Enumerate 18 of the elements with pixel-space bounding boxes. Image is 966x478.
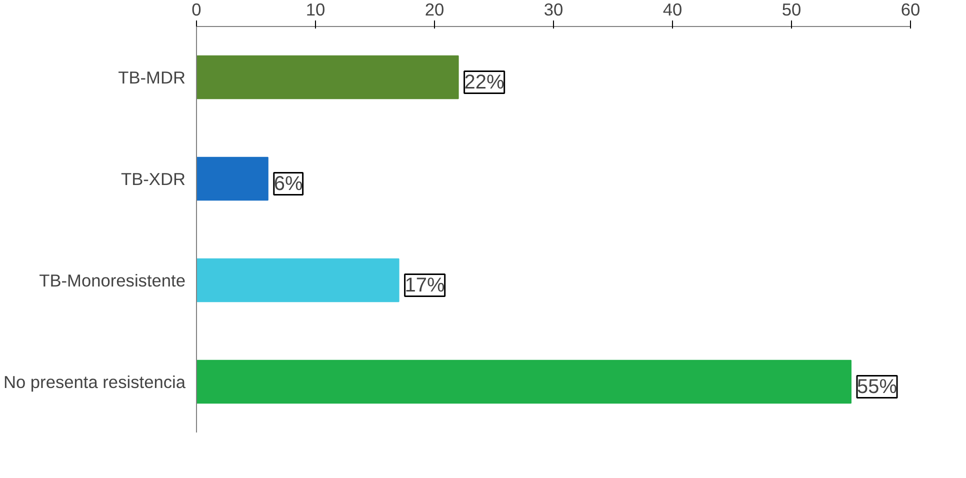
x-tick-label: 20 (424, 0, 444, 20)
y-tick-label: TB-MDR (118, 67, 186, 88)
bar (196, 156, 268, 201)
x-tick-label: 30 (544, 0, 564, 20)
x-tick-label: 50 (782, 0, 802, 20)
bar (196, 55, 459, 100)
x-tick-label: 60 (900, 0, 920, 20)
data-label: 17% (404, 274, 446, 296)
x-tick-label: 0 (192, 0, 202, 20)
data-label: 22% (464, 71, 505, 94)
y-tick-label: No presenta resistencia (3, 372, 186, 392)
x-tick-label: 40 (662, 0, 682, 20)
y-tick-label: TB-XDR (121, 168, 186, 189)
y-tick-label: TB-Monoresistente (39, 270, 186, 290)
bar (196, 258, 400, 302)
bar (196, 360, 852, 404)
x-tick-label: 10 (306, 0, 326, 20)
data-label: 6% (274, 172, 304, 195)
